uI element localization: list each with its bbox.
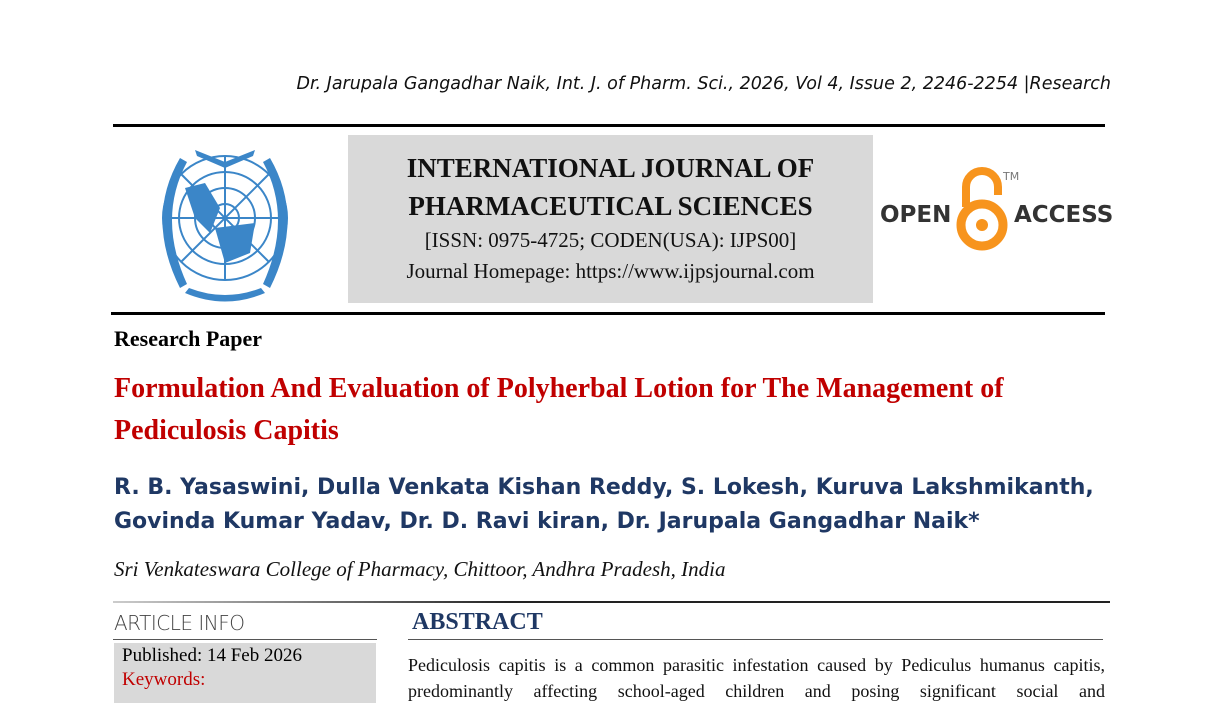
- article-info-heading: ARTICLE INFO: [114, 611, 245, 635]
- open-text: OPEN: [880, 202, 952, 228]
- article-info-box: Published: 14 Feb 2026 Keywords:: [114, 643, 376, 703]
- journal-name-2: PHARMACEUTICAL SCIENCES: [408, 191, 813, 221]
- open-access-logo: OPEN ACCESS TM: [880, 165, 1114, 255]
- abstract-rule: [408, 639, 1103, 640]
- abstract-heading: ABSTRACT: [412, 609, 543, 635]
- authors: R. B. Yasaswini, Dulla Venkata Kishan Re…: [114, 475, 1094, 534]
- paper-title: Formulation And Evaluation of Polyherbal…: [114, 373, 1004, 446]
- access-text: ACCESS: [1014, 202, 1114, 228]
- keywords-label: Keywords:: [122, 669, 206, 690]
- lock-icon: [956, 167, 1008, 251]
- journal-masthead: INTERNATIONAL JOURNAL OF PHARMACEUTICAL …: [348, 135, 873, 303]
- header-rule: [113, 124, 1105, 127]
- abstract-text: Pediculosis capitis is a common parasiti…: [408, 655, 1105, 701]
- paper-type: Research Paper: [114, 326, 263, 351]
- journal-name: INTERNATIONAL JOURNAL OF: [406, 153, 815, 183]
- section-divider: [113, 601, 1110, 603]
- affiliation: Sri Venkateswara College of Pharmacy, Ch…: [114, 557, 726, 581]
- trademark: TM: [1003, 170, 1020, 183]
- journal-logo: [162, 150, 288, 302]
- published-date: Published: 14 Feb 2026: [122, 645, 302, 666]
- journal-issn: [ISSN: 0975-4725; CODEN(USA): IJPS00]: [424, 228, 797, 252]
- running-header: Dr. Jarupala Gangadhar Naik, Int. J. of …: [296, 74, 1111, 94]
- journal-homepage[interactable]: Journal Homepage: https://www.ijpsjourna…: [406, 259, 815, 283]
- article-info-rule: [113, 639, 377, 640]
- masthead-rule: [111, 312, 1105, 315]
